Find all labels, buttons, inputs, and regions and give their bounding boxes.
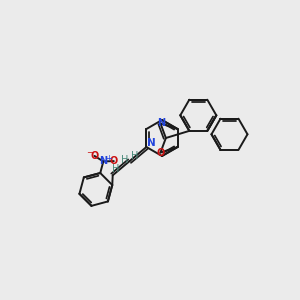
Text: O: O (156, 148, 165, 158)
Text: +: + (105, 154, 112, 163)
Text: H: H (112, 164, 119, 174)
Text: O: O (90, 151, 99, 161)
Text: −: − (86, 148, 93, 158)
Text: N: N (147, 138, 156, 148)
Text: H: H (121, 155, 128, 165)
Text: O: O (110, 156, 118, 166)
Text: N: N (99, 156, 107, 167)
Text: N: N (158, 118, 166, 128)
Text: H: H (131, 151, 138, 161)
